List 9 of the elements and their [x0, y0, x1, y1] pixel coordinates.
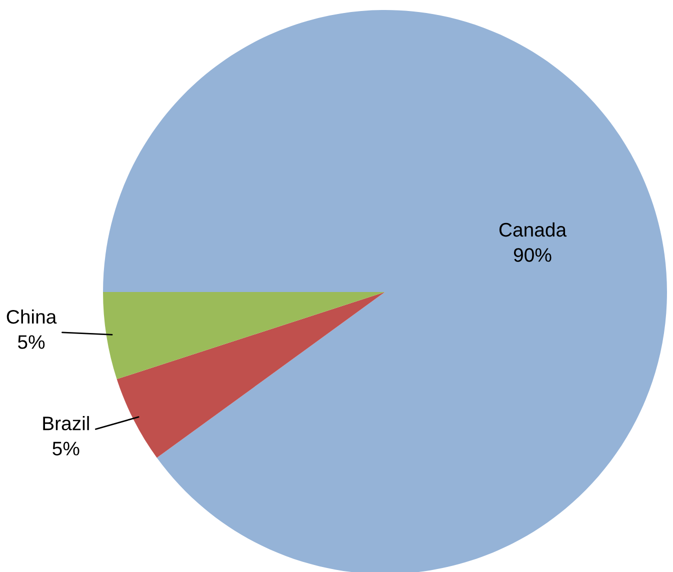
pie-slice: [103, 10, 667, 572]
slice-label: Brazil: [43, 416, 89, 430]
pie-slice: [103, 292, 385, 380]
data-label: 5%: [52, 442, 80, 456]
data-label: 90%: [514, 248, 552, 262]
pie-slice: [116, 292, 385, 458]
slice-label: China: [6, 309, 57, 324]
data-label: 5%: [18, 335, 45, 349]
slice-label: Canada: [499, 222, 567, 237]
